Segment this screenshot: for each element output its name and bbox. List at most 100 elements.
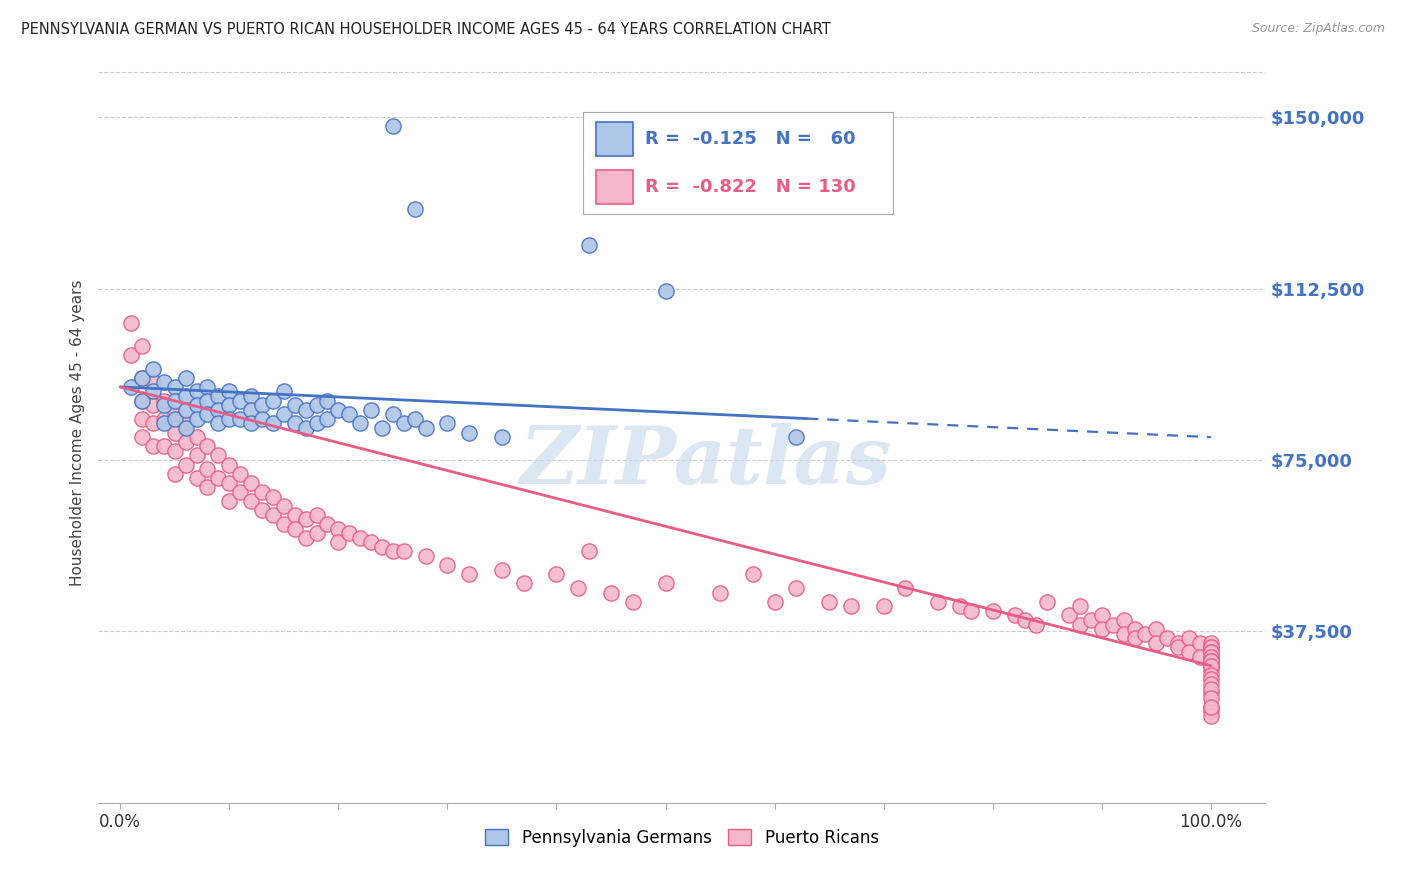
Point bbox=[1199, 709, 1222, 723]
Point bbox=[1199, 686, 1222, 700]
Point bbox=[207, 389, 229, 403]
Point bbox=[927, 595, 949, 609]
Point bbox=[153, 412, 176, 426]
Point bbox=[621, 595, 644, 609]
Point bbox=[1199, 640, 1222, 655]
Point bbox=[1167, 640, 1189, 655]
Point bbox=[1199, 668, 1222, 682]
Point bbox=[1199, 654, 1222, 668]
Point bbox=[284, 508, 307, 522]
Point bbox=[392, 544, 415, 558]
Point bbox=[491, 430, 513, 444]
Point bbox=[1199, 649, 1222, 664]
Point bbox=[1123, 632, 1146, 646]
Point bbox=[207, 417, 229, 431]
Point bbox=[153, 393, 176, 408]
Text: ZIPatlas: ZIPatlas bbox=[519, 424, 891, 501]
Point bbox=[284, 417, 307, 431]
Point bbox=[197, 393, 219, 408]
Point bbox=[1199, 645, 1222, 659]
Point bbox=[1069, 599, 1091, 614]
Point bbox=[1144, 622, 1167, 636]
Point bbox=[120, 316, 142, 330]
Point bbox=[1199, 649, 1222, 664]
Bar bbox=[596, 122, 633, 155]
Point bbox=[153, 439, 176, 453]
Point bbox=[218, 398, 240, 412]
Point bbox=[1101, 617, 1123, 632]
Point bbox=[163, 412, 186, 426]
Point bbox=[654, 284, 676, 298]
Point bbox=[229, 393, 252, 408]
Point bbox=[1199, 673, 1222, 687]
Point bbox=[284, 398, 307, 412]
Point bbox=[873, 599, 896, 614]
Point bbox=[349, 417, 371, 431]
Point bbox=[142, 384, 165, 399]
Point bbox=[218, 384, 240, 399]
Point bbox=[458, 425, 481, 440]
Point bbox=[1199, 699, 1222, 714]
Point bbox=[163, 408, 186, 422]
Point bbox=[1188, 649, 1211, 664]
Point bbox=[240, 475, 263, 490]
Y-axis label: Householder Income Ages 45 - 64 years: Householder Income Ages 45 - 64 years bbox=[70, 279, 86, 586]
Point bbox=[404, 412, 426, 426]
Point bbox=[142, 398, 165, 412]
Point bbox=[174, 417, 197, 431]
Point bbox=[360, 535, 382, 549]
Point bbox=[1091, 622, 1114, 636]
Point bbox=[578, 238, 600, 252]
Point bbox=[1080, 613, 1102, 627]
Point bbox=[186, 398, 208, 412]
Point bbox=[404, 202, 426, 216]
Point bbox=[174, 421, 197, 435]
Point bbox=[381, 120, 404, 134]
Point bbox=[163, 393, 186, 408]
Point bbox=[328, 535, 350, 549]
Point bbox=[197, 462, 219, 476]
Point bbox=[174, 389, 197, 403]
Text: R =  -0.125   N =   60: R = -0.125 N = 60 bbox=[645, 129, 856, 148]
Point bbox=[240, 417, 263, 431]
Point bbox=[1123, 622, 1146, 636]
Point bbox=[1156, 632, 1178, 646]
Point bbox=[1199, 636, 1222, 650]
Point bbox=[305, 398, 328, 412]
Point bbox=[337, 408, 360, 422]
Point bbox=[316, 412, 339, 426]
Point bbox=[1091, 608, 1114, 623]
Point bbox=[415, 549, 437, 563]
Point bbox=[174, 371, 197, 385]
Point bbox=[186, 471, 208, 485]
Point bbox=[1199, 658, 1222, 673]
Point bbox=[240, 389, 263, 403]
Point bbox=[818, 595, 841, 609]
Point bbox=[981, 604, 1004, 618]
Point bbox=[491, 563, 513, 577]
Point bbox=[229, 467, 252, 481]
Point bbox=[294, 531, 316, 545]
Point bbox=[371, 540, 394, 554]
Point bbox=[328, 402, 350, 417]
Point bbox=[381, 408, 404, 422]
Point bbox=[1199, 658, 1222, 673]
Point bbox=[229, 485, 252, 500]
Point bbox=[197, 480, 219, 494]
Point bbox=[600, 585, 623, 599]
Legend: Pennsylvania Germans, Puerto Ricans: Pennsylvania Germans, Puerto Ricans bbox=[478, 822, 886, 854]
Point bbox=[218, 412, 240, 426]
Point bbox=[1178, 632, 1201, 646]
Point bbox=[1199, 658, 1222, 673]
Point bbox=[186, 449, 208, 463]
Point bbox=[250, 485, 273, 500]
Point bbox=[1025, 617, 1047, 632]
Point bbox=[218, 458, 240, 472]
Point bbox=[262, 417, 284, 431]
Point bbox=[1004, 608, 1026, 623]
Point bbox=[741, 567, 763, 582]
Point bbox=[1199, 705, 1222, 719]
Point bbox=[1199, 681, 1222, 696]
Point bbox=[174, 402, 197, 417]
Point bbox=[197, 439, 219, 453]
